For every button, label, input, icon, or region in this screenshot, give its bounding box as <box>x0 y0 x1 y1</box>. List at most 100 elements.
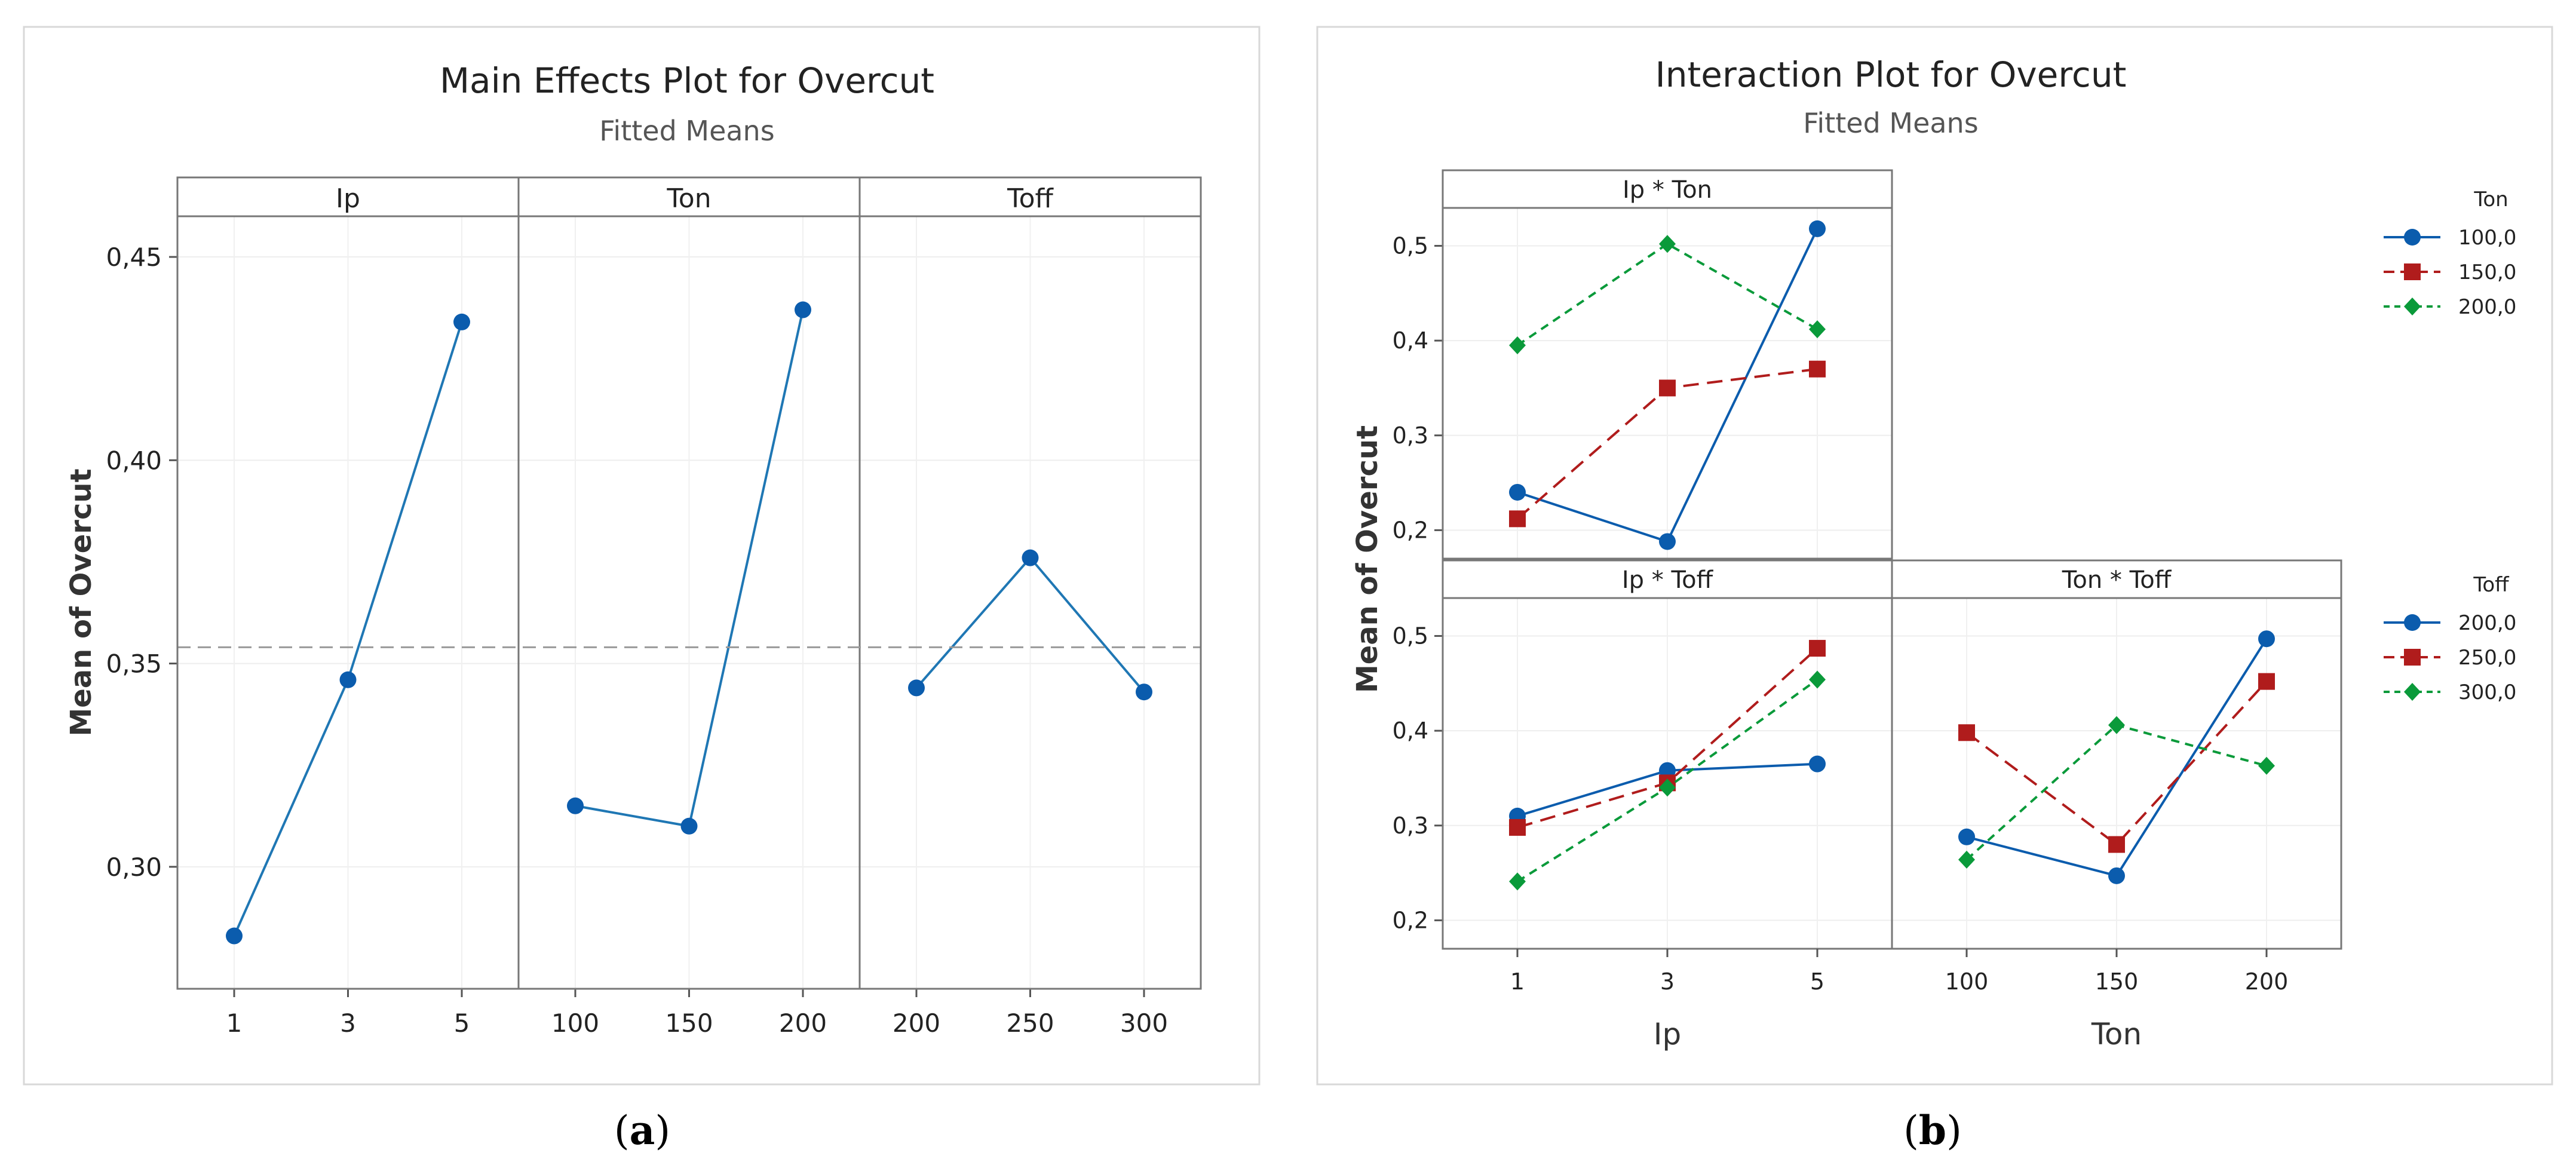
chart-b-ytick-label: 0,3 <box>1393 422 1428 449</box>
chart-b-legend-marker <box>2404 229 2421 246</box>
interaction-chart: Interaction Plot for Overcut Fitted Means… <box>1316 26 2553 1086</box>
chart-a-data-point <box>339 671 357 688</box>
chart-b-legend-label: 250,0 <box>2458 646 2516 670</box>
chart-b-strip-label: Ip * Ton <box>1623 176 1712 204</box>
chart-a-ytick-label: 0,40 <box>106 446 162 475</box>
chart-b-ytick-label: 0,2 <box>1393 907 1428 933</box>
chart-b-data-point <box>1659 379 1676 397</box>
chart-b-xtick-label: 1 <box>1510 968 1525 995</box>
chart-b-ytick-label: 0,5 <box>1393 232 1428 259</box>
chart-b-strip-label: Ton * Toff <box>2062 566 2172 594</box>
chart-a-xtick-label: 200 <box>893 1008 940 1038</box>
chart-a-caption-letter: a <box>630 1107 655 1154</box>
chart-b-legend-title: Toff <box>2473 573 2510 597</box>
chart-b-data-point <box>1509 336 1526 355</box>
chart-a-data-point <box>908 679 925 697</box>
chart-b-xlabel-right: Ton <box>2091 1017 2142 1052</box>
chart-b-legend-marker <box>2404 649 2421 666</box>
chart-b-legend-marker <box>2404 263 2421 280</box>
chart-b-caption-open: ( <box>1903 1108 1919 1154</box>
chart-b-data-point <box>1809 320 1826 339</box>
chart-a-xtick-label: 300 <box>1120 1008 1168 1038</box>
chart-a-data-point <box>226 927 243 945</box>
chart-a-data-point <box>680 817 698 835</box>
chart-b-subtitle: Fitted Means <box>1803 107 1978 139</box>
chart-b-ytick-label: 0,4 <box>1393 718 1428 744</box>
chart-a-xtick-label: 100 <box>551 1008 599 1038</box>
chart-b-xtick-label: 200 <box>2245 968 2289 995</box>
chart-a-subtitle: Fitted Means <box>599 115 774 147</box>
chart-b-legend-marker <box>2404 614 2421 631</box>
chart-b-data-point <box>1809 640 1826 657</box>
chart-b-data-point <box>1958 850 1975 869</box>
chart-b-ytick-label: 0,3 <box>1393 813 1428 839</box>
chart-b-legend-label: 150,0 <box>2458 260 2516 284</box>
chart-a-ylabel: Mean of Overcut <box>65 468 98 736</box>
chart-b-strip-label: Ip * Toff <box>1622 566 1714 594</box>
chart-b-legend-marker <box>2404 298 2421 315</box>
chart-b-legend-label: 200,0 <box>2458 611 2516 635</box>
chart-a-xtick-label: 5 <box>454 1008 470 1038</box>
chart-b-data-point <box>1659 533 1676 550</box>
chart-a-strip-label: Ton <box>666 183 711 214</box>
chart-b-data-point <box>1809 220 1826 237</box>
chart-b-series-line <box>1516 242 1818 347</box>
chart-b-data-point <box>2258 630 2275 648</box>
chart-a-data-point <box>1022 549 1039 566</box>
chart-a-strip <box>176 176 520 217</box>
chart-b-legend-label: 100,0 <box>2458 226 2516 250</box>
chart-a-title: Main Effects Plot for Overcut <box>440 60 934 101</box>
chart-b-data-point <box>2258 673 2275 690</box>
chart-b-data-point <box>1958 724 1975 741</box>
chart-a-xtick-label: 1 <box>226 1008 243 1038</box>
chart-b-data-point <box>1659 235 1676 253</box>
chart-b-legend-label: 200,0 <box>2458 295 2516 319</box>
chart-b-ytick-label: 0,2 <box>1393 517 1428 543</box>
chart-b-xtick-label: 100 <box>1945 968 1989 995</box>
chart-b-caption-close: ) <box>1946 1108 1962 1154</box>
chart-b-data-point <box>1509 510 1526 528</box>
chart-b-strip <box>1891 559 2342 599</box>
chart-a-strip-label: Toff <box>1007 183 1054 214</box>
chart-b-xlabel-left: Ip <box>1654 1017 1681 1052</box>
chart-b-strip <box>1442 559 1893 599</box>
chart-a-ytick-label: 0,35 <box>106 649 162 679</box>
main-effects-chart: Main Effects Plot for Overcut Fitted Mean… <box>23 26 1261 1086</box>
chart-b-strip <box>1442 169 1893 209</box>
chart-b-data-point <box>2108 836 2125 853</box>
chart-b-series-line <box>1965 680 2268 847</box>
chart-b-ytick-label: 0,5 <box>1393 623 1428 649</box>
chart-a-xtick-label: 250 <box>1006 1008 1054 1038</box>
chart-a-strip <box>858 176 1202 217</box>
chart-b-data-point <box>2108 867 2125 884</box>
chart-a-xtick-label: 3 <box>340 1008 356 1038</box>
chart-a-caption: (a) <box>614 1107 670 1154</box>
chart-a-data-point <box>567 797 584 814</box>
chart-b-xtick-label: 3 <box>1660 968 1675 995</box>
chart-b-title: Interaction Plot for Overcut <box>1655 54 2127 95</box>
chart-b-data-point <box>1809 670 1826 689</box>
chart-b-data-point <box>1809 360 1826 378</box>
chart-b-legend-marker <box>2404 683 2421 701</box>
chart-b-ytick-label: 0,4 <box>1393 327 1428 354</box>
chart-a-xtick-label: 200 <box>779 1008 827 1038</box>
chart-a-data-point <box>795 301 811 318</box>
chart-a-caption-open: ( <box>614 1108 630 1154</box>
chart-a-data-point <box>453 313 470 330</box>
chart-b-data-point <box>1809 755 1826 773</box>
chart-a-plot-frame <box>176 176 1202 990</box>
chart-b-caption-letter: b <box>1919 1107 1946 1154</box>
chart-a-ytick-label: 0,30 <box>106 853 162 882</box>
chart-b-ylabel: Mean of Overcut <box>1351 425 1384 693</box>
chart-b-xtick-label: 150 <box>2095 968 2139 995</box>
chart-b-data-point <box>1958 828 1975 845</box>
chart-a-xtick-label: 150 <box>665 1008 713 1038</box>
chart-a-data-point <box>1136 683 1152 701</box>
chart-b-data-point <box>1509 872 1526 891</box>
chart-b-data-point <box>1509 819 1526 836</box>
chart-b-legend-label: 300,0 <box>2458 680 2516 704</box>
chart-a-caption-close: ) <box>655 1108 670 1154</box>
chart-b-data-point <box>1659 778 1676 797</box>
chart-a-ytick-label: 0,45 <box>106 243 162 272</box>
